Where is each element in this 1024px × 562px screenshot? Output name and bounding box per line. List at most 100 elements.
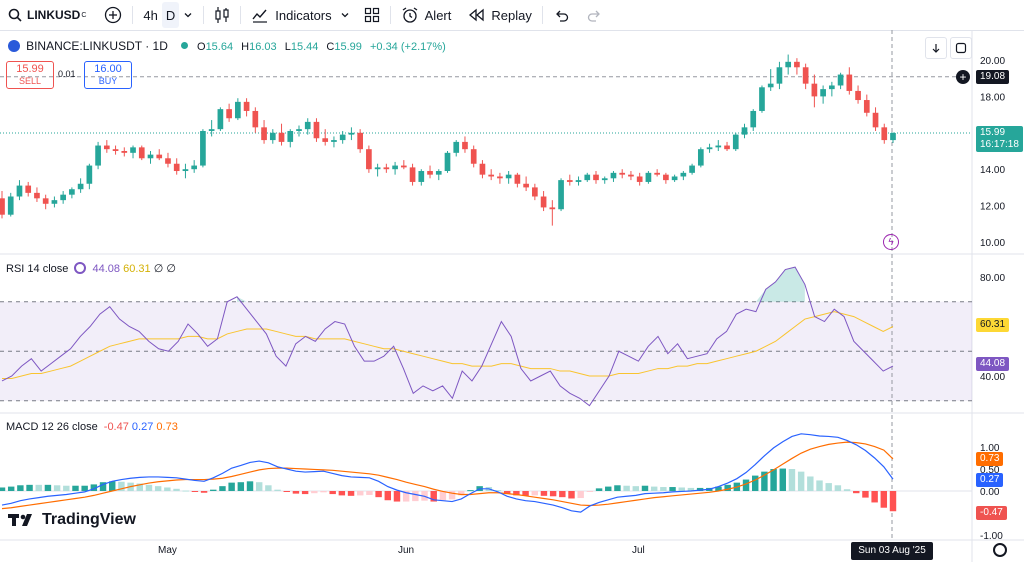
macd-histogram-bar (880, 491, 888, 508)
macd-histogram-bar (219, 486, 226, 491)
candle-body (575, 180, 582, 182)
macd-histogram-bar (292, 491, 300, 494)
candle-body (514, 174, 521, 184)
macd-histogram-bar (715, 486, 722, 491)
macd-histogram-bar (90, 484, 98, 491)
candle-body (855, 90, 861, 101)
time-label-may: May (158, 545, 177, 556)
macd-histogram-bar (274, 489, 281, 491)
candle-body (304, 121, 311, 130)
candle-body (34, 192, 40, 199)
macd-histogram-bar (210, 489, 217, 491)
macd-histogram-bar (614, 485, 621, 491)
candle-body (890, 132, 896, 141)
indicators-button[interactable]: Indicators (247, 2, 335, 28)
candle-body (191, 165, 198, 170)
buy-button[interactable]: 16.00 BUY (84, 61, 132, 89)
candle-body (794, 61, 800, 68)
sell-price: 15.99 (16, 63, 44, 75)
candle-body (95, 145, 101, 166)
candle-body (750, 110, 757, 128)
redo-button[interactable] (583, 2, 607, 28)
lightning-icon[interactable]: ϟ (883, 234, 899, 250)
rsi-extra-2: ∅ (166, 263, 176, 275)
candle-body (7, 196, 14, 215)
macd-params: 12 26 close (41, 421, 98, 433)
macd-histogram-bar (320, 491, 327, 493)
symbol-search[interactable]: LINKUSD C (4, 2, 90, 28)
candle-body (51, 200, 58, 204)
change-value: +0.34 (+2.17%) (369, 41, 446, 53)
candle-body (593, 174, 599, 181)
sell-button[interactable]: 15.99 SELL (6, 61, 54, 89)
arrow-down-icon (932, 44, 940, 53)
open-value: 15.64 (205, 41, 234, 53)
candle-body (645, 172, 652, 182)
macd-legend: MACD 12 26 close -0.47 0.27 0.73 (6, 421, 178, 433)
rsi-line (1, 266, 894, 407)
macd-histogram-bar (540, 491, 548, 496)
macd-histogram-bar (687, 487, 695, 491)
candle-body (462, 141, 468, 150)
interval-d-button[interactable]: D (161, 2, 180, 28)
candle-body (505, 174, 512, 179)
price-tick-label: 12.00 (980, 202, 1005, 213)
macd-histogram-bar (669, 487, 676, 491)
layouts-button[interactable] (360, 2, 384, 28)
candles-icon (215, 7, 229, 23)
crosshair-price-tag: 19.08 (976, 70, 1010, 84)
candle-body (444, 152, 451, 172)
candle-body (42, 198, 49, 204)
macd-histogram-bar (154, 486, 162, 491)
candle-body (601, 178, 608, 181)
macd-histogram-bar (109, 481, 116, 491)
macd-signal-tag: 0.73 (976, 452, 1004, 466)
candle-body (374, 167, 381, 170)
close-label: C (326, 41, 335, 53)
grid-icon (364, 7, 379, 23)
rsi-ma-tag: 60.31 (976, 318, 1010, 332)
search-icon (8, 8, 22, 22)
candle-body (697, 149, 704, 166)
candle-body (121, 151, 128, 153)
macd-histogram-bar (605, 486, 612, 491)
rewind-icon (469, 8, 485, 22)
indicators-dropdown[interactable] (336, 2, 354, 28)
scroll-down-button[interactable] (925, 37, 947, 59)
macd-histogram-bar (853, 491, 860, 494)
interval-4h-button[interactable]: 4h (143, 7, 158, 23)
candle-body (715, 145, 722, 148)
macd-histogram-bar (577, 491, 584, 499)
compare-button[interactable] (100, 2, 126, 28)
rsi-settings-icon[interactable] (74, 262, 87, 274)
macd-tick-label: -1.00 (980, 531, 1003, 542)
plus-circle-icon (105, 6, 122, 24)
chart-canvas[interactable]: 20.00 18.00 16.00 14.00 12.00 10.00 80.00 40.00… (0, 30, 1024, 562)
macd-histogram-bar (439, 491, 447, 501)
candle-body (540, 196, 547, 208)
candle-body (339, 134, 346, 141)
rsi-params: 14 close (27, 263, 69, 275)
macd-histogram-bar (63, 485, 70, 491)
candle-body (427, 171, 433, 175)
candle-body (846, 74, 853, 91)
indicators-label: Indicators (275, 7, 332, 23)
candle-body (261, 127, 267, 141)
chart-type-button[interactable] (210, 2, 234, 28)
add-alert-plus-button[interactable]: + (956, 70, 970, 84)
candle-body (767, 83, 774, 88)
candle-body (69, 189, 75, 195)
toolbar-divider (132, 6, 134, 24)
undo-button[interactable] (549, 2, 573, 28)
fullscreen-button[interactable] (950, 37, 972, 59)
macd-histogram-bar (788, 469, 796, 491)
macd-histogram-bar (632, 486, 640, 491)
replay-button[interactable]: Replay (463, 2, 535, 28)
price-tick-label: 10.00 (980, 238, 1005, 249)
alert-button[interactable]: Alert (397, 2, 456, 28)
candle-body (636, 176, 643, 182)
macd-histogram-bar (761, 471, 768, 491)
interval-dropdown[interactable] (179, 2, 197, 28)
settings-gear-icon[interactable] (993, 543, 1007, 557)
macd-histogram-bar (357, 491, 364, 496)
